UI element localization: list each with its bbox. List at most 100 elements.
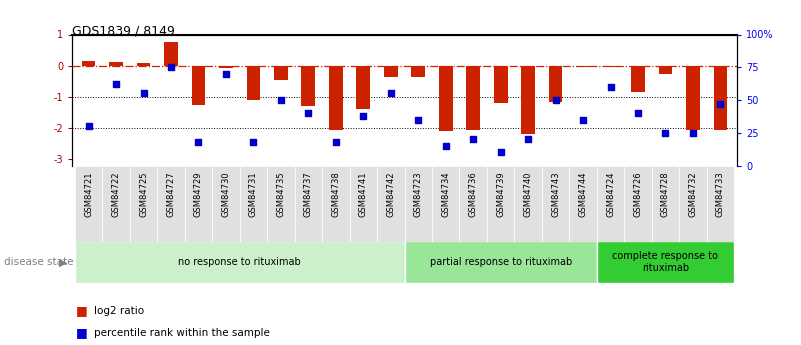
Bar	[597, 241, 735, 283]
Text: ■: ■	[76, 304, 88, 317]
Bar	[439, 66, 453, 131]
Text: GSM84744: GSM84744	[578, 172, 588, 217]
Text: GSM84723: GSM84723	[414, 172, 423, 217]
Bar	[460, 166, 487, 242]
Bar	[604, 66, 618, 67]
Point	[247, 139, 260, 145]
Bar	[322, 166, 349, 242]
Bar	[412, 66, 425, 77]
Point	[110, 81, 123, 87]
Point	[384, 91, 397, 96]
Bar	[212, 166, 239, 242]
Point	[467, 137, 480, 142]
Bar	[377, 166, 405, 242]
Text: GSM84729: GSM84729	[194, 172, 203, 217]
Point	[549, 97, 562, 103]
Text: GSM84743: GSM84743	[551, 172, 560, 217]
Bar	[239, 166, 268, 242]
Bar	[274, 66, 288, 80]
Bar	[541, 166, 570, 242]
Text: log2 ratio: log2 ratio	[94, 306, 144, 315]
Bar	[329, 66, 343, 130]
Bar	[405, 241, 597, 283]
Point	[83, 124, 95, 129]
Point	[412, 117, 425, 122]
Bar	[652, 166, 679, 242]
Point	[577, 117, 590, 122]
Text: GSM84741: GSM84741	[359, 172, 368, 217]
Bar	[549, 66, 562, 102]
Bar	[679, 166, 706, 242]
Bar	[356, 66, 370, 109]
Text: GSM84722: GSM84722	[111, 172, 120, 217]
Text: GSM84730: GSM84730	[221, 172, 231, 217]
Point	[686, 130, 699, 136]
Point	[521, 137, 534, 142]
Bar	[570, 166, 597, 242]
Bar	[432, 166, 460, 242]
Text: GSM84727: GSM84727	[167, 172, 175, 217]
Bar	[686, 66, 700, 130]
Point	[329, 139, 342, 145]
Bar	[493, 66, 508, 103]
Point	[439, 143, 452, 149]
Point	[219, 71, 232, 77]
Text: partial response to rituximab: partial response to rituximab	[429, 257, 572, 267]
Text: GSM84724: GSM84724	[606, 172, 615, 217]
Bar	[103, 166, 130, 242]
Bar	[714, 66, 727, 130]
Bar	[164, 42, 178, 66]
Bar	[576, 66, 590, 67]
Text: GSM84732: GSM84732	[689, 172, 698, 217]
Bar	[295, 166, 322, 242]
Text: GSM84735: GSM84735	[276, 172, 285, 217]
Bar	[109, 62, 123, 66]
Text: GSM84738: GSM84738	[332, 172, 340, 217]
Text: GSM84733: GSM84733	[716, 172, 725, 217]
Bar	[384, 66, 397, 77]
Text: GSM84737: GSM84737	[304, 172, 313, 217]
Text: GSM84726: GSM84726	[634, 172, 642, 217]
Bar	[219, 66, 233, 68]
Text: GSM84721: GSM84721	[84, 172, 93, 217]
Text: no response to rituximab: no response to rituximab	[179, 257, 301, 267]
Text: disease state: disease state	[4, 257, 74, 267]
Bar	[405, 166, 432, 242]
Bar	[466, 66, 480, 130]
Point	[494, 150, 507, 155]
Text: GSM84725: GSM84725	[139, 172, 148, 217]
Text: GSM84728: GSM84728	[661, 172, 670, 217]
Bar	[631, 66, 645, 92]
Point	[192, 139, 205, 145]
Text: GSM84734: GSM84734	[441, 172, 450, 217]
Bar	[247, 66, 260, 100]
Bar	[74, 166, 103, 242]
Bar	[658, 66, 672, 73]
Bar	[82, 61, 95, 66]
Point	[659, 130, 672, 136]
Point	[302, 110, 315, 116]
Text: GSM84731: GSM84731	[249, 172, 258, 217]
Bar	[191, 66, 205, 105]
Bar	[130, 166, 157, 242]
Point	[714, 101, 727, 107]
Bar	[521, 66, 535, 135]
Point	[275, 97, 288, 103]
Point	[357, 113, 370, 119]
Bar	[624, 166, 652, 242]
Point	[137, 91, 150, 96]
Bar	[301, 66, 316, 106]
Bar	[487, 166, 514, 242]
Text: ■: ■	[76, 326, 88, 339]
Text: GSM84742: GSM84742	[386, 172, 395, 217]
Point	[164, 65, 177, 70]
Bar	[74, 241, 405, 283]
Text: GDS1839 / 8149: GDS1839 / 8149	[72, 24, 175, 37]
Bar	[349, 166, 377, 242]
Bar	[157, 166, 185, 242]
Text: ▶: ▶	[58, 257, 67, 267]
Bar	[185, 166, 212, 242]
Bar	[137, 63, 151, 66]
Text: complete response to
rituximab: complete response to rituximab	[613, 252, 718, 273]
Bar	[597, 166, 624, 242]
